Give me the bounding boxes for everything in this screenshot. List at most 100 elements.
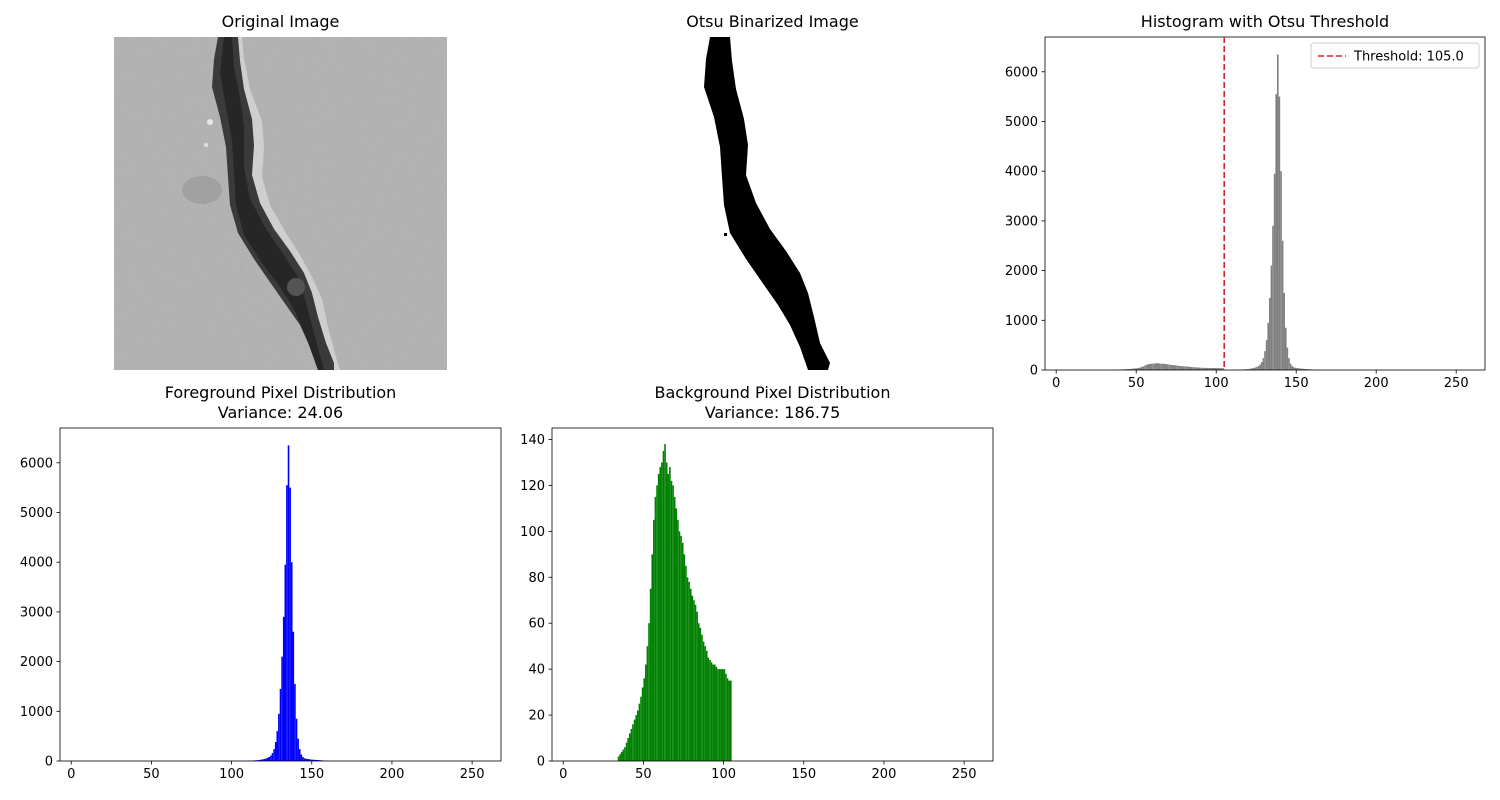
bar	[1246, 369, 1249, 370]
foreground-chart: 0 50 100 150 200 250 0 1000 2000 3000 4000 5000 6000	[20, 427, 502, 782]
y-tick-label: 3000	[1005, 214, 1038, 229]
binarized-speck	[750, 257, 753, 259]
bar	[1203, 367, 1205, 370]
axes-frame	[551, 427, 994, 762]
bar	[661, 462, 663, 761]
bar	[1208, 367, 1210, 370]
bar	[1134, 368, 1137, 370]
bar	[689, 588, 692, 761]
bar	[693, 600, 695, 761]
bar	[1251, 368, 1253, 370]
bar	[310, 759, 312, 761]
bar	[1168, 364, 1170, 370]
bar	[694, 604, 697, 761]
background-variance-label: Variance: 186.75	[704, 403, 841, 422]
y-tick-label: 4000	[1005, 165, 1038, 180]
x-tick-label: 50	[635, 767, 652, 782]
y-tick-label: 60	[528, 617, 545, 632]
concrete-surface	[114, 37, 447, 370]
bar	[705, 650, 708, 761]
bar	[1131, 368, 1133, 370]
bar	[648, 623, 650, 761]
bar	[1280, 171, 1282, 370]
bar	[1297, 368, 1300, 370]
x-tick-label: 150	[791, 767, 816, 782]
bar	[302, 757, 304, 761]
bar	[681, 542, 684, 761]
y-tick-label: 5000	[20, 506, 53, 521]
bar	[1161, 363, 1164, 370]
bar	[1142, 366, 1145, 370]
bar	[292, 631, 295, 761]
bar	[1278, 96, 1281, 370]
bar	[1141, 367, 1143, 370]
y-tick-label: 40	[528, 663, 545, 678]
bar	[263, 758, 266, 761]
bar	[1197, 367, 1199, 370]
bar	[1192, 367, 1194, 370]
bar	[640, 696, 642, 761]
bar	[303, 758, 306, 761]
bar	[1272, 225, 1274, 370]
bar	[635, 715, 637, 761]
bar	[712, 664, 714, 761]
bar	[669, 467, 671, 761]
bar	[646, 646, 649, 761]
bar	[1301, 368, 1303, 370]
bar	[1149, 364, 1151, 370]
bar	[710, 662, 713, 761]
bar	[286, 485, 288, 761]
bar	[1157, 363, 1159, 370]
legend-label: Threshold: 105.0	[1353, 50, 1464, 65]
bar	[1169, 364, 1172, 370]
y-tick-label: 0	[537, 755, 545, 770]
bar	[1275, 94, 1277, 370]
bar	[306, 759, 309, 761]
bar	[675, 508, 678, 761]
bar	[1281, 240, 1284, 370]
bar	[266, 757, 269, 761]
bar	[313, 759, 315, 761]
bar	[1129, 368, 1132, 370]
bar	[704, 646, 706, 761]
bar	[1205, 367, 1207, 370]
bar	[643, 678, 646, 761]
bar	[1211, 368, 1213, 370]
bar	[308, 759, 311, 761]
bar	[1262, 358, 1265, 370]
bar	[1254, 367, 1257, 370]
bar	[1163, 363, 1165, 370]
crack-pit	[287, 278, 305, 296]
bar	[632, 724, 634, 761]
bar	[1128, 369, 1130, 370]
bar	[699, 627, 702, 761]
bars	[617, 444, 732, 761]
bar	[1293, 367, 1295, 370]
bar	[262, 759, 264, 761]
bar	[281, 656, 283, 761]
bar	[697, 623, 700, 761]
bar	[311, 759, 314, 761]
x-tick-label: 50	[143, 767, 160, 782]
bar	[717, 669, 719, 761]
bar	[316, 760, 319, 761]
bar	[720, 669, 722, 761]
bar	[1217, 368, 1220, 370]
bar	[1277, 54, 1279, 371]
x-tick-label: 100	[1204, 376, 1229, 391]
bar	[617, 756, 620, 761]
bar	[1209, 368, 1212, 370]
bar	[1214, 368, 1217, 370]
bar	[1269, 297, 1271, 370]
bar	[1171, 365, 1173, 370]
bar	[1173, 365, 1175, 370]
binarized-image	[606, 37, 939, 370]
bar	[656, 485, 658, 761]
x-tick-label: 200	[1364, 376, 1389, 391]
bar	[289, 487, 291, 761]
y-tick-label: 4000	[20, 556, 53, 571]
bar	[1201, 367, 1204, 370]
bar	[680, 535, 682, 761]
bar	[1248, 368, 1250, 370]
bar	[1296, 368, 1298, 370]
